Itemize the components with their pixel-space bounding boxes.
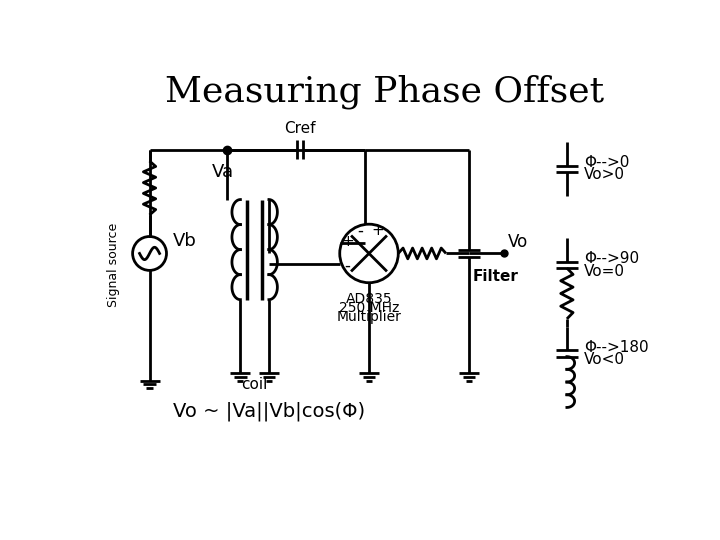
Text: Vo>0: Vo>0 [584, 167, 625, 183]
Text: Multiplier: Multiplier [336, 310, 402, 325]
Text: Signal source: Signal source [107, 223, 120, 307]
Text: Φ-->0: Φ-->0 [584, 155, 629, 170]
Text: Vo=0: Vo=0 [584, 264, 625, 279]
Text: Filter: Filter [472, 269, 518, 284]
Text: AD835: AD835 [346, 292, 392, 306]
Text: Vo<0: Vo<0 [584, 352, 625, 367]
Text: +: + [341, 234, 354, 248]
Text: coil: coil [241, 377, 267, 392]
Text: -: - [344, 256, 351, 275]
Text: 250 MHz: 250 MHz [339, 301, 399, 315]
Text: Vb: Vb [173, 232, 197, 249]
Text: +: + [372, 223, 384, 238]
Text: Vo ~ |Va||Vb|cos(Φ): Vo ~ |Va||Vb|cos(Φ) [173, 402, 365, 421]
Text: Va: Va [212, 164, 234, 181]
Text: Vo: Vo [508, 233, 528, 251]
Text: Φ-->180: Φ-->180 [584, 340, 649, 355]
Text: Φ-->90: Φ-->90 [584, 251, 639, 266]
Text: Measuring Phase Offset: Measuring Phase Offset [165, 75, 604, 109]
Text: -: - [357, 221, 363, 239]
Text: Cref: Cref [284, 122, 315, 137]
